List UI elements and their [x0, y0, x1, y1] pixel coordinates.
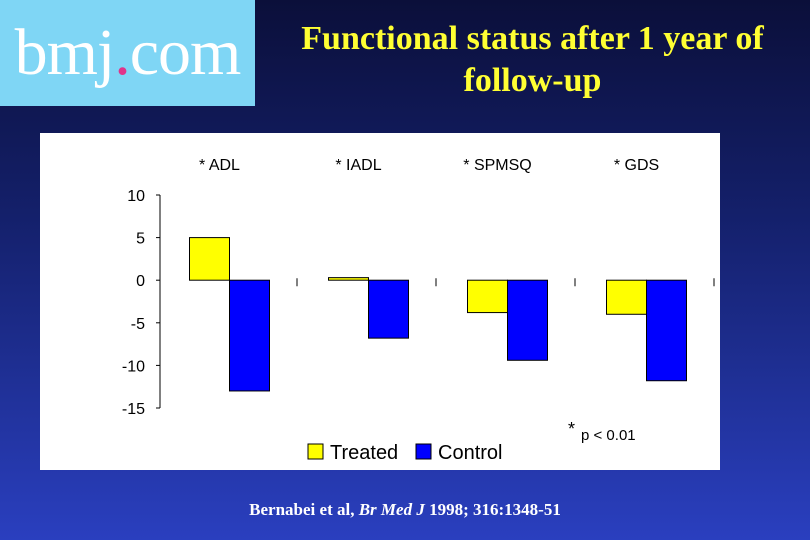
y-tick-label: 5: [136, 231, 145, 248]
bmj-logo: bmj.com: [0, 0, 255, 106]
logo-part-bmj: bmj: [14, 16, 116, 89]
bar-control: [229, 279, 270, 392]
chart-panel: 10 5 0 -5 -10 -15 * ADL * IADL * SPMSQ * GDS * p < …: [40, 133, 720, 470]
y-tick-label: -5: [131, 316, 145, 333]
bar-treated: [467, 279, 508, 314]
legend-swatch-treated: [307, 443, 324, 460]
y-tick-label: 10: [127, 188, 145, 205]
citation-details: 1998; 316:1348-51: [424, 500, 561, 519]
bar-control: [507, 279, 548, 361]
legend-swatch-control: [415, 443, 432, 460]
slide-title: Functional status after 1 year of follow…: [301, 20, 764, 99]
y-tick-label: -10: [122, 358, 145, 375]
footnote-star: *: [568, 419, 575, 439]
category-label: * ADL: [199, 157, 240, 174]
citation: Bernabei et al, Br Med J 1998; 316:1348-…: [0, 500, 810, 520]
bar-chart: 10 5 0 -5 -10 -15 * ADL * IADL * SPMSQ * GDS * p < …: [122, 157, 715, 464]
logo-dot: .: [114, 16, 130, 89]
category-label: * SPMSQ: [463, 157, 531, 174]
bar-treated: [606, 279, 647, 315]
bar-treated: [328, 277, 369, 281]
logo-part-com: com: [129, 16, 242, 89]
bar-control: [368, 279, 409, 339]
y-tick-label: -15: [122, 401, 145, 418]
bmj-logo-text: bmj.com: [15, 20, 242, 86]
legend-label-treated: Treated: [330, 442, 398, 464]
category-label: * GDS: [614, 157, 659, 174]
citation-journal: Br Med J: [358, 500, 425, 519]
bar-treated: [189, 237, 230, 281]
legend-label-control: Control: [438, 442, 502, 464]
y-tick-label: 0: [136, 273, 145, 290]
category-label: * IADL: [335, 157, 381, 174]
footnote-text: p < 0.01: [581, 427, 636, 444]
bar-control: [646, 279, 687, 382]
citation-authors: Bernabei et al,: [249, 500, 359, 519]
